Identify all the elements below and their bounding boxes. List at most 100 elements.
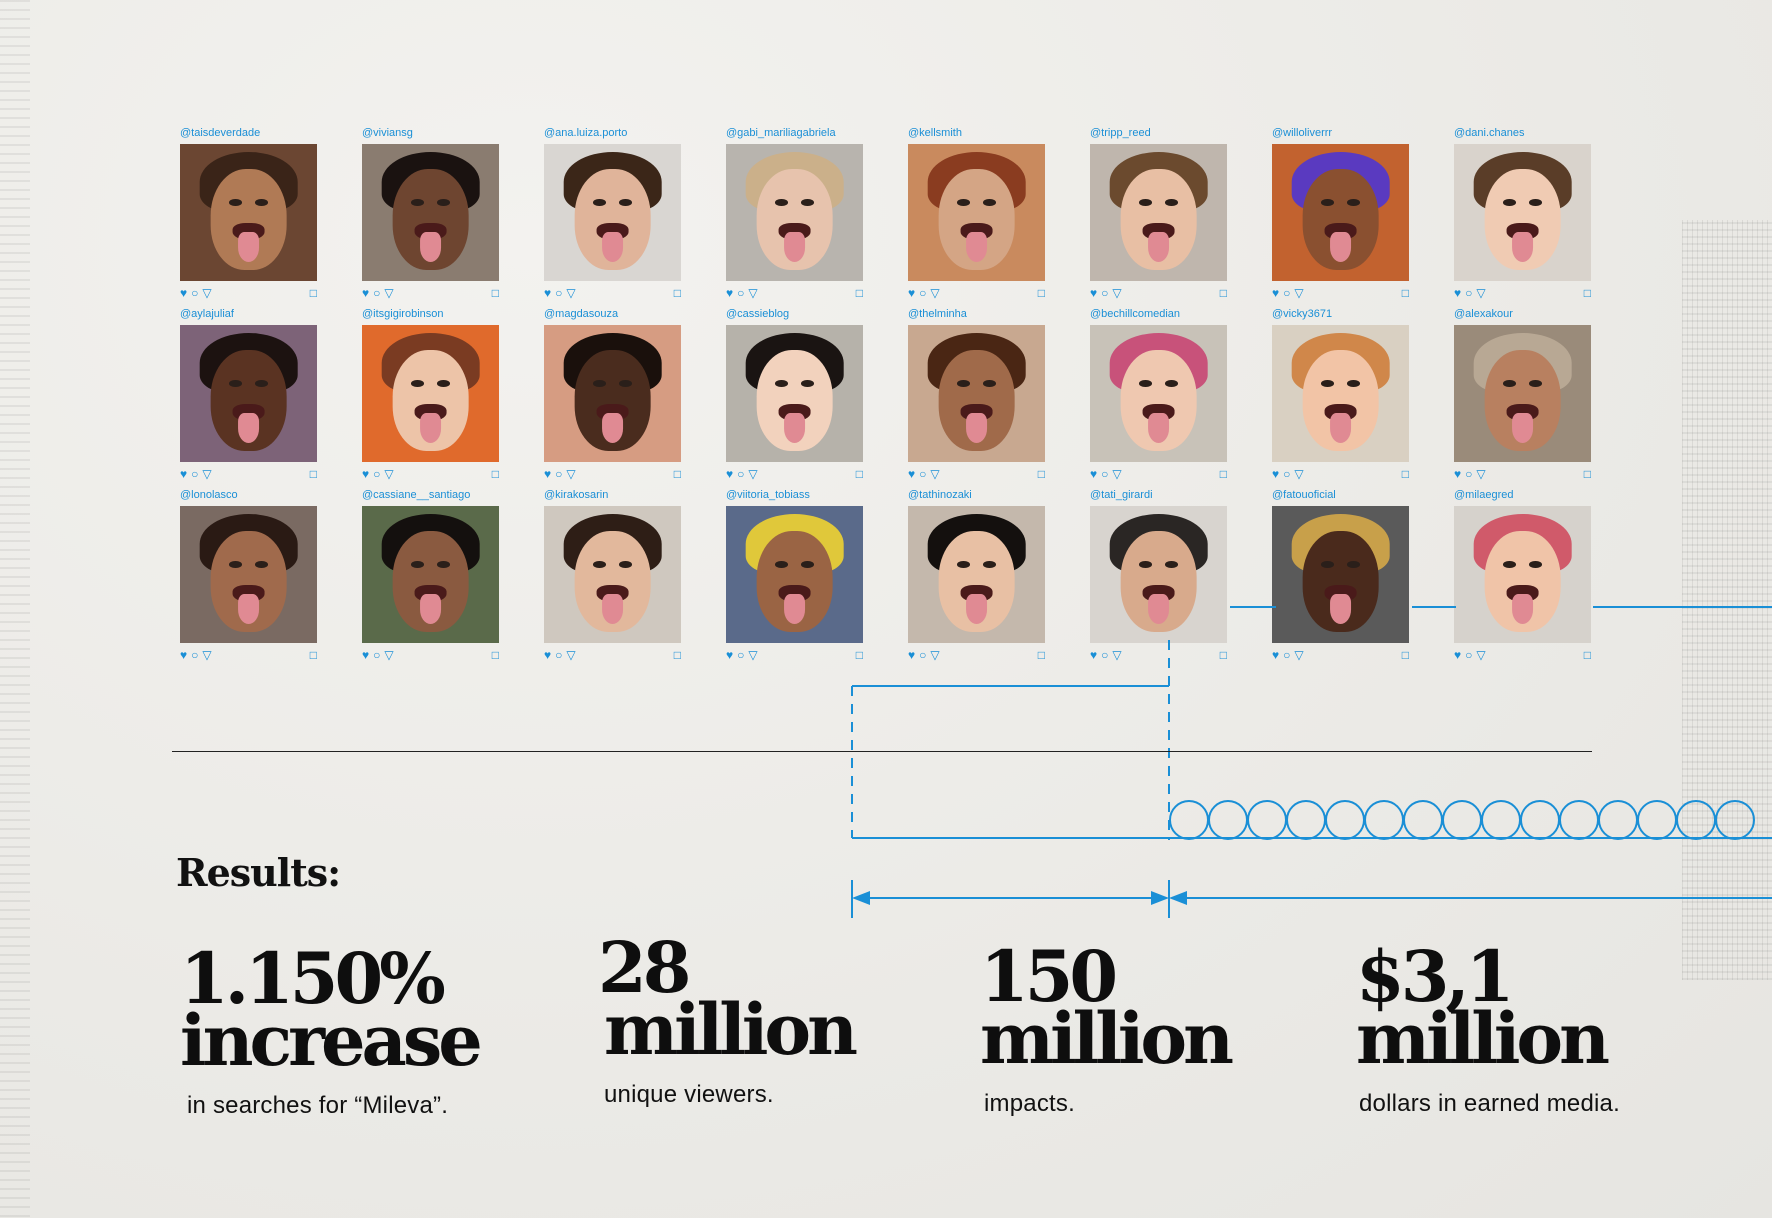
post-handle-link[interactable]: @ana.luiza.porto xyxy=(544,127,628,139)
heart-icon[interactable]: ♥ xyxy=(908,286,916,300)
post-photo[interactable] xyxy=(1454,506,1591,643)
bookmark-icon[interactable]: □ xyxy=(1583,648,1591,662)
post-handle-link[interactable]: @tripp_reed xyxy=(1090,127,1151,139)
post-handle-link[interactable]: @itsgigirobinson xyxy=(362,308,444,320)
post-handle-link[interactable]: @thelminha xyxy=(908,308,967,320)
bookmark-icon[interactable]: □ xyxy=(1037,467,1045,481)
bookmark-icon[interactable]: □ xyxy=(1401,648,1409,662)
heart-icon[interactable]: ♥ xyxy=(1454,648,1462,662)
post-photo[interactable] xyxy=(180,325,317,462)
post-handle-link[interactable]: @alexakour xyxy=(1454,308,1513,320)
post-handle-link[interactable]: @taisdeverdade xyxy=(180,127,261,139)
post-photo[interactable] xyxy=(726,506,863,643)
bookmark-icon[interactable]: □ xyxy=(1583,286,1591,300)
post-handle-link[interactable]: @willoliverrr xyxy=(1272,127,1333,139)
share-icon[interactable]: ▽ xyxy=(748,286,758,300)
post-card[interactable]: @thelminha ♥ ○ ▽ □ xyxy=(908,305,1045,486)
heart-icon[interactable]: ♥ xyxy=(1272,467,1280,481)
heart-icon[interactable]: ♥ xyxy=(726,648,734,662)
post-handle-link[interactable]: @aylajuliaf xyxy=(180,308,234,320)
post-photo[interactable] xyxy=(1272,144,1409,281)
comment-icon[interactable]: ○ xyxy=(1465,467,1473,481)
heart-icon[interactable]: ♥ xyxy=(1090,286,1098,300)
bookmark-icon[interactable]: □ xyxy=(855,648,863,662)
post-handle-link[interactable]: @bechillcomedian xyxy=(1090,308,1181,320)
heart-icon[interactable]: ♥ xyxy=(1272,648,1280,662)
share-icon[interactable]: ▽ xyxy=(202,286,212,300)
share-icon[interactable]: ▽ xyxy=(930,648,940,662)
share-icon[interactable]: ▽ xyxy=(930,467,940,481)
bookmark-icon[interactable]: □ xyxy=(491,467,499,481)
post-photo[interactable] xyxy=(544,144,681,281)
post-card[interactable]: @kellsmith ♥ ○ ▽ □ xyxy=(908,124,1045,305)
comment-icon[interactable]: ○ xyxy=(373,467,381,481)
post-handle-link[interactable]: @vicky3671 xyxy=(1272,308,1333,320)
post-photo[interactable] xyxy=(544,506,681,643)
post-handle-link[interactable]: @viviansg xyxy=(362,127,413,139)
post-photo[interactable] xyxy=(726,144,863,281)
heart-icon[interactable]: ♥ xyxy=(1454,467,1462,481)
bookmark-icon[interactable]: □ xyxy=(855,467,863,481)
share-icon[interactable]: ▽ xyxy=(384,286,394,300)
heart-icon[interactable]: ♥ xyxy=(544,286,552,300)
post-handle-link[interactable]: @cassiane__santiago xyxy=(362,489,471,501)
post-photo[interactable] xyxy=(362,325,499,462)
share-icon[interactable]: ▽ xyxy=(1476,467,1486,481)
share-icon[interactable]: ▽ xyxy=(1476,286,1486,300)
bookmark-icon[interactable]: □ xyxy=(491,648,499,662)
heart-icon[interactable]: ♥ xyxy=(726,467,734,481)
comment-icon[interactable]: ○ xyxy=(191,467,199,481)
bookmark-icon[interactable]: □ xyxy=(309,467,317,481)
bookmark-icon[interactable]: □ xyxy=(1037,286,1045,300)
post-card[interactable]: @taisdeverdade ♥ ○ ▽ □ xyxy=(180,124,317,305)
post-photo[interactable] xyxy=(180,144,317,281)
post-card[interactable]: @cassiane__santiago ♥ ○ ▽ □ xyxy=(362,486,499,667)
comment-icon[interactable]: ○ xyxy=(555,648,563,662)
post-photo[interactable] xyxy=(1090,506,1227,643)
comment-icon[interactable]: ○ xyxy=(373,648,381,662)
post-photo[interactable] xyxy=(1272,325,1409,462)
bookmark-icon[interactable]: □ xyxy=(1037,648,1045,662)
share-icon[interactable]: ▽ xyxy=(566,286,576,300)
comment-icon[interactable]: ○ xyxy=(919,286,927,300)
comment-icon[interactable]: ○ xyxy=(1283,286,1291,300)
post-handle-link[interactable]: @fatouoficial xyxy=(1272,489,1336,501)
share-icon[interactable]: ▽ xyxy=(566,648,576,662)
heart-icon[interactable]: ♥ xyxy=(180,467,188,481)
share-icon[interactable]: ▽ xyxy=(1294,648,1304,662)
post-card[interactable]: @viviansg ♥ ○ ▽ □ xyxy=(362,124,499,305)
bookmark-icon[interactable]: □ xyxy=(673,648,681,662)
bookmark-icon[interactable]: □ xyxy=(673,286,681,300)
post-handle-link[interactable]: @gabi_mariliagabriela xyxy=(726,127,836,139)
heart-icon[interactable]: ♥ xyxy=(180,286,188,300)
share-icon[interactable]: ▽ xyxy=(930,286,940,300)
bookmark-icon[interactable]: □ xyxy=(309,286,317,300)
share-icon[interactable]: ▽ xyxy=(1294,467,1304,481)
share-icon[interactable]: ▽ xyxy=(202,648,212,662)
heart-icon[interactable]: ♥ xyxy=(362,286,370,300)
heart-icon[interactable]: ♥ xyxy=(544,467,552,481)
bookmark-icon[interactable]: □ xyxy=(855,286,863,300)
heart-icon[interactable]: ♥ xyxy=(362,467,370,481)
bookmark-icon[interactable]: □ xyxy=(1219,467,1227,481)
post-photo[interactable] xyxy=(362,506,499,643)
post-handle-link[interactable]: @lonolasco xyxy=(180,489,238,501)
post-card[interactable]: @ana.luiza.porto ♥ ○ ▽ □ xyxy=(544,124,681,305)
comment-icon[interactable]: ○ xyxy=(1465,286,1473,300)
comment-icon[interactable]: ○ xyxy=(1101,467,1109,481)
share-icon[interactable]: ▽ xyxy=(384,648,394,662)
post-card[interactable]: @lonolasco ♥ ○ ▽ □ xyxy=(180,486,317,667)
share-icon[interactable]: ▽ xyxy=(384,467,394,481)
comment-icon[interactable]: ○ xyxy=(1101,286,1109,300)
post-card[interactable]: @dani.chanes ♥ ○ ▽ □ xyxy=(1454,124,1591,305)
bookmark-icon[interactable]: □ xyxy=(1219,286,1227,300)
post-card[interactable]: @vicky3671 ♥ ○ ▽ □ xyxy=(1272,305,1409,486)
comment-icon[interactable]: ○ xyxy=(373,286,381,300)
post-handle-link[interactable]: @kellsmith xyxy=(908,127,962,139)
bookmark-icon[interactable]: □ xyxy=(1219,648,1227,662)
comment-icon[interactable]: ○ xyxy=(1465,648,1473,662)
post-photo[interactable] xyxy=(908,144,1045,281)
post-photo[interactable] xyxy=(1090,144,1227,281)
post-card[interactable]: @aylajuliaf ♥ ○ ▽ □ xyxy=(180,305,317,486)
comment-icon[interactable]: ○ xyxy=(191,286,199,300)
